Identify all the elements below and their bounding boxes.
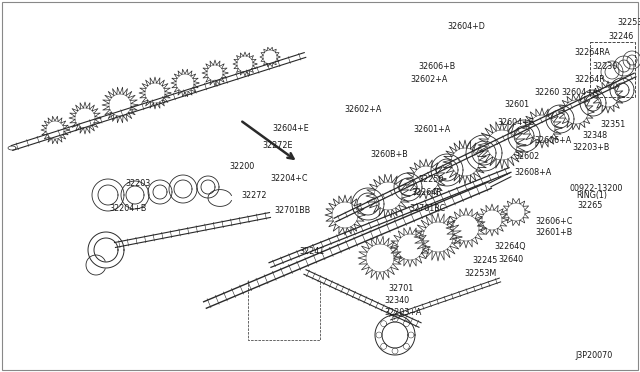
Text: 32272E: 32272E	[262, 141, 292, 150]
Text: 32606+C: 32606+C	[535, 217, 572, 226]
Text: 32701: 32701	[388, 284, 413, 293]
Text: 32604+A: 32604+A	[561, 88, 598, 97]
Text: 32272: 32272	[241, 191, 266, 200]
Text: 32604+B: 32604+B	[497, 118, 534, 127]
Text: 32203+A: 32203+A	[384, 308, 421, 317]
Text: 32204+B: 32204+B	[109, 204, 147, 213]
Text: 32340: 32340	[384, 296, 409, 305]
Text: 32606+B: 32606+B	[418, 62, 455, 71]
Text: J3P20070: J3P20070	[575, 351, 612, 360]
Text: 32601: 32601	[504, 100, 529, 109]
Text: 32602+A: 32602+A	[410, 75, 447, 84]
Text: 32230: 32230	[592, 62, 617, 71]
Text: 32250: 32250	[418, 175, 444, 184]
Text: 32241: 32241	[299, 247, 324, 256]
Text: 32264Q: 32264Q	[494, 242, 525, 251]
Text: 32260: 32260	[534, 88, 559, 97]
Text: 32203: 32203	[125, 179, 150, 188]
Text: RING(1): RING(1)	[576, 191, 607, 200]
Text: 32640: 32640	[498, 255, 523, 264]
Text: 32351: 32351	[600, 120, 625, 129]
Text: 32701BB: 32701BB	[274, 206, 310, 215]
Text: 32701BC: 32701BC	[409, 204, 445, 213]
Text: 32264RA: 32264RA	[574, 48, 610, 57]
Text: 32602+A: 32602+A	[344, 105, 381, 114]
Text: 32601+B: 32601+B	[535, 228, 572, 237]
Text: 32245: 32245	[472, 256, 497, 265]
Text: 32602: 32602	[514, 152, 540, 161]
Text: 32608+A: 32608+A	[514, 168, 551, 177]
Text: 32348: 32348	[582, 131, 607, 140]
Text: 32265: 32265	[577, 201, 602, 210]
Text: 32253M: 32253M	[464, 269, 496, 278]
Text: 32253: 32253	[617, 18, 640, 27]
Text: 3260B+B: 3260B+B	[370, 150, 408, 159]
Text: 32246: 32246	[608, 32, 633, 41]
Text: 32264R: 32264R	[411, 188, 442, 197]
Text: 32204+C: 32204+C	[270, 174, 307, 183]
Text: 32604+E: 32604+E	[272, 124, 308, 133]
Text: 32264R: 32264R	[574, 75, 605, 84]
Text: 32601+A: 32601+A	[413, 125, 451, 134]
Text: 32203+B: 32203+B	[572, 143, 609, 152]
Text: 32200: 32200	[229, 162, 254, 171]
Text: 32604+D: 32604+D	[447, 22, 485, 31]
Text: 32606+A: 32606+A	[534, 136, 572, 145]
Text: 00922-13200: 00922-13200	[570, 184, 623, 193]
